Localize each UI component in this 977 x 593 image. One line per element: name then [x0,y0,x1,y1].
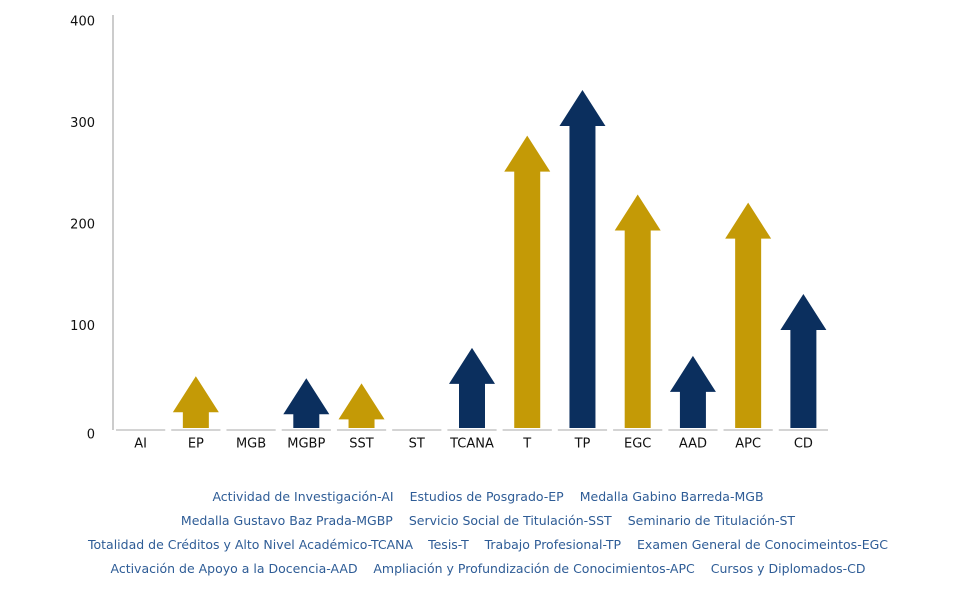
x-tick-label: TP [574,437,591,452]
legend-entry: Totalidad de Créditos y Alto Nivel Acadé… [87,537,414,552]
legend-row: Activación de Apoyo a la Docencia-AAD Amp… [110,561,865,576]
legend-entry: Medalla Gustavo Baz Prada-MGBP [181,513,393,528]
legend-entry: Medalla Gabino Barreda-MGB [580,489,764,504]
legend-entry: Ampliación y Profundización de Conocimie… [373,561,695,576]
y-tick-label: 100 [70,319,95,334]
arrow-bar [780,294,827,428]
x-tick-label: CD [794,437,813,452]
arrow-bar [172,376,219,428]
x-tick-label: MGBP [287,437,325,452]
x-tick-label: EP [188,437,204,452]
x-tick-label: SST [349,437,374,452]
y-tick-label: 300 [70,116,95,131]
arrow-bar [338,383,385,428]
arrow-bar [283,378,330,428]
legend-row: Actividad de Investigación-AI Estudios de… [212,489,763,504]
x-tick-label: EGC [624,437,651,452]
legend-entry: Servicio Social de Titulación-SST [409,513,612,528]
arrow-bar [725,202,772,428]
x-tick-label: ST [409,437,425,452]
x-tick-label: MGB [236,437,266,452]
x-tick-label: TCANA [449,437,494,452]
y-tick-label: 0 [87,428,95,443]
arrow-bar [614,194,661,428]
legend-row: Totalidad de Créditos y Alto Nivel Acadé… [87,537,888,552]
y-tick-label: 400 [70,15,95,30]
legend-entry: Actividad de Investigación-AI [212,489,393,504]
x-tick-label: T [522,437,531,452]
x-tick-label: AI [134,437,147,452]
x-tick-label: APC [735,437,761,452]
legend-entry: Activación de Apoyo a la Docencia-AAD [110,561,357,576]
arrow-bar [559,90,606,428]
arrow-bar [504,135,551,428]
legend-entry: Trabajo Profesional-TP [484,537,622,552]
arrow-bar [669,355,716,428]
y-tick-label: 200 [70,218,95,233]
legend-entry: Seminario de Titulación-ST [628,513,796,528]
arrow-bar [449,347,495,428]
legend-entry: Examen General de Conocimeintos-EGC [637,537,888,552]
legend-row: Medalla Gustavo Baz Prada-MGBP Servicio S… [181,513,796,528]
x-tick-label: AAD [679,437,707,452]
legend-entry: Tesis-T [427,537,469,552]
legend-entry: Cursos y Diplomados-CD [711,561,866,576]
legend-entry: Estudios de Posgrado-EP [410,489,565,504]
